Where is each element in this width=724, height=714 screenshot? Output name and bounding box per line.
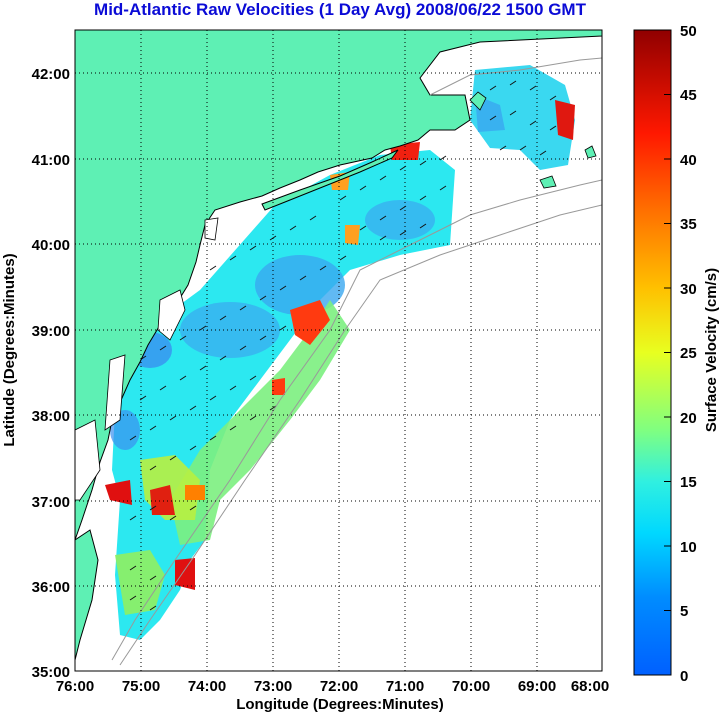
- x-tick-label: 75:00: [122, 678, 160, 695]
- bathymetry-contours: [111, 57, 602, 666]
- grid-lines: [75, 30, 602, 671]
- colorbar-tick-label: 5: [680, 603, 688, 620]
- x-tick-label: 70:00: [452, 678, 490, 695]
- colorbar-tick-label: 35: [680, 216, 697, 233]
- y-tick-label: 42:00: [32, 66, 70, 83]
- colorbar-tick-label: 20: [680, 410, 697, 427]
- x-tick-labels: 76:00 75:00 74:00 73:00 72:00 71:00 70:0…: [56, 678, 609, 695]
- x-tick-label: 69:00: [518, 678, 556, 695]
- colorbar-tick-label: 10: [680, 539, 697, 556]
- plot-frame: [74, 29, 603, 672]
- y-tick-labels: 35:00 36:00 37:00 38:00 39:00 40:00 41:0…: [32, 66, 70, 681]
- colorbar-tick-label: 45: [680, 87, 697, 104]
- colorbar-tick-labels: 0 5 10 15 20 25 30 35 40 45 50: [680, 23, 697, 685]
- y-tick-label: 36:00: [32, 579, 70, 596]
- y-tick-label: 41:00: [32, 152, 70, 169]
- x-tick-label: 73:00: [254, 678, 292, 695]
- y-tick-label: 39:00: [32, 323, 70, 340]
- x-tick-label: 72:00: [320, 678, 358, 695]
- colorbar-tick-label: 40: [680, 152, 697, 169]
- x-axis-label: Longitude (Degrees:Minutes): [236, 696, 444, 713]
- map-title: Mid-Atlantic Raw Velocities (1 Day Avg) …: [94, 0, 586, 19]
- x-tick-label: 68:00: [571, 678, 609, 695]
- colorbar-tick-label: 50: [680, 23, 697, 40]
- colorbar-tick-label: 30: [680, 281, 697, 298]
- colorbar-tick-label: 15: [680, 474, 697, 491]
- y-tick-label: 38:00: [32, 408, 70, 425]
- y-tick-label: 40:00: [32, 237, 70, 254]
- y-tick-label: 37:00: [32, 494, 70, 511]
- colorbar-ticks: [664, 29, 671, 676]
- colorbar-tick-label: 25: [680, 345, 697, 362]
- colorbar-tick-label: 0: [680, 668, 688, 685]
- x-tick-label: 74:00: [188, 678, 226, 695]
- colorbar-label: Surface Velocity (cm/s): [703, 268, 720, 432]
- x-tick-label: 76:00: [56, 678, 94, 695]
- long-island: [261, 149, 399, 211]
- x-tick-label: 71:00: [386, 678, 424, 695]
- y-tick-label: 35:00: [32, 664, 70, 681]
- y-axis-label: Latitude (Degrees:Minutes): [1, 253, 18, 446]
- velocity-field: [105, 65, 575, 640]
